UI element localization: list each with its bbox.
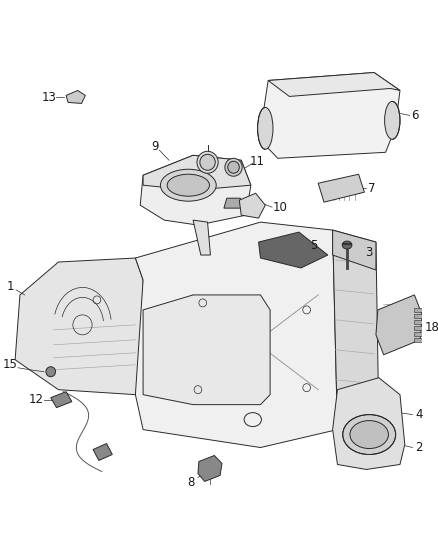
Polygon shape bbox=[193, 220, 210, 255]
Text: 6: 6 bbox=[411, 109, 418, 122]
Polygon shape bbox=[224, 198, 243, 208]
Ellipse shape bbox=[228, 161, 239, 173]
Ellipse shape bbox=[197, 151, 218, 173]
Text: 18: 18 bbox=[424, 321, 438, 334]
Bar bbox=[414, 338, 422, 342]
Polygon shape bbox=[258, 232, 328, 268]
Polygon shape bbox=[51, 392, 72, 408]
Bar bbox=[414, 308, 422, 312]
Ellipse shape bbox=[258, 108, 273, 149]
Ellipse shape bbox=[385, 101, 400, 139]
Polygon shape bbox=[332, 378, 405, 470]
Polygon shape bbox=[66, 91, 85, 103]
Bar bbox=[414, 326, 422, 330]
Ellipse shape bbox=[343, 415, 396, 455]
Polygon shape bbox=[198, 456, 222, 481]
Polygon shape bbox=[239, 193, 265, 218]
Bar bbox=[414, 332, 422, 336]
Ellipse shape bbox=[46, 367, 56, 377]
Text: 10: 10 bbox=[272, 200, 287, 214]
Bar bbox=[414, 320, 422, 324]
Text: 7: 7 bbox=[368, 182, 376, 195]
Polygon shape bbox=[15, 258, 143, 394]
Polygon shape bbox=[135, 222, 337, 448]
Text: 15: 15 bbox=[3, 358, 18, 372]
Text: 1: 1 bbox=[7, 280, 14, 294]
Ellipse shape bbox=[350, 421, 389, 449]
Text: 9: 9 bbox=[151, 140, 159, 153]
Text: 3: 3 bbox=[366, 246, 373, 259]
Polygon shape bbox=[143, 155, 251, 190]
Polygon shape bbox=[268, 72, 400, 96]
Text: 13: 13 bbox=[41, 91, 56, 104]
Ellipse shape bbox=[225, 158, 242, 176]
Polygon shape bbox=[140, 155, 251, 225]
Polygon shape bbox=[318, 174, 364, 202]
Ellipse shape bbox=[167, 174, 209, 196]
Bar bbox=[414, 314, 422, 318]
Text: 12: 12 bbox=[29, 393, 44, 406]
Text: 11: 11 bbox=[250, 155, 265, 168]
Polygon shape bbox=[332, 230, 379, 430]
Ellipse shape bbox=[342, 241, 352, 249]
Polygon shape bbox=[143, 295, 270, 405]
Ellipse shape bbox=[200, 154, 215, 170]
Polygon shape bbox=[332, 230, 376, 270]
Polygon shape bbox=[261, 72, 400, 158]
Polygon shape bbox=[376, 295, 422, 355]
Text: 5: 5 bbox=[310, 239, 317, 252]
Ellipse shape bbox=[160, 169, 216, 201]
Polygon shape bbox=[93, 443, 112, 461]
Text: 2: 2 bbox=[416, 441, 423, 454]
Text: 4: 4 bbox=[416, 408, 423, 421]
Text: 8: 8 bbox=[187, 476, 195, 489]
